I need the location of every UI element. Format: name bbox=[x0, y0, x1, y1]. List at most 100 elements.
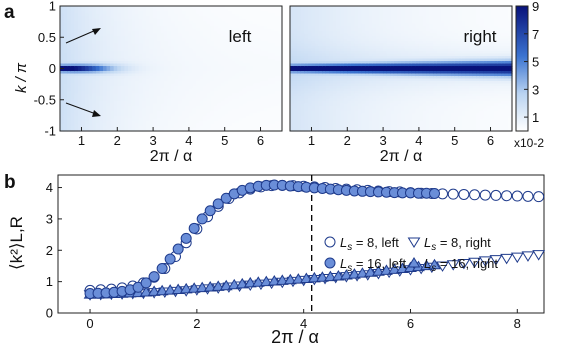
heatmap-cell bbox=[401, 101, 406, 105]
heatmap-cell bbox=[110, 21, 115, 25]
heatmap-cell bbox=[278, 28, 283, 32]
heatmap-cell bbox=[171, 101, 176, 105]
heatmap-cell bbox=[300, 121, 305, 125]
heatmap-cell bbox=[383, 23, 388, 27]
heatmap-cell bbox=[178, 98, 183, 102]
heatmap-cell bbox=[99, 13, 104, 17]
heatmap-cell bbox=[81, 46, 86, 50]
heatmap-cell bbox=[249, 71, 254, 75]
heatmap-cell bbox=[336, 103, 341, 107]
heatmap-cell bbox=[368, 31, 373, 35]
heatmap-cell bbox=[124, 121, 129, 125]
heatmap-cell bbox=[318, 48, 323, 52]
heatmap-cell bbox=[418, 46, 424, 50]
heatmap-cell bbox=[88, 81, 93, 85]
heatmap-cell bbox=[343, 63, 348, 67]
heatmap-cell bbox=[297, 51, 302, 55]
heatmap-cell bbox=[393, 83, 399, 87]
heatmap-cell bbox=[372, 93, 377, 97]
heatmap-cell bbox=[242, 106, 247, 110]
heatmap-cell bbox=[74, 106, 79, 110]
heatmap-cell bbox=[117, 83, 122, 87]
heatmap-cell bbox=[181, 48, 186, 52]
heatmap-cell bbox=[418, 23, 424, 27]
heatmap-cell bbox=[163, 38, 169, 42]
heatmap-cell bbox=[110, 31, 115, 35]
heatmap-cell bbox=[60, 41, 65, 45]
heatmap-cell bbox=[199, 123, 204, 127]
heatmap-cell bbox=[228, 51, 233, 55]
heatmap-cell bbox=[160, 18, 165, 22]
heatmap-cell bbox=[315, 16, 320, 20]
heatmap-cell bbox=[274, 116, 280, 120]
heatmap-cell bbox=[408, 76, 413, 80]
heatmap-cell bbox=[196, 121, 201, 125]
heatmap-cell bbox=[99, 116, 104, 120]
heatmap-cell bbox=[375, 101, 381, 105]
heatmap-cell bbox=[70, 41, 75, 45]
heatmap-cell bbox=[167, 63, 172, 67]
heatmap-cell bbox=[246, 8, 251, 12]
heatmap-cell bbox=[401, 76, 406, 80]
heatmap-cell bbox=[411, 76, 416, 80]
heatmap-cell bbox=[239, 61, 244, 65]
heatmap-cell bbox=[95, 63, 100, 67]
heatmap-cell bbox=[221, 71, 226, 75]
heatmap-cell bbox=[343, 126, 348, 130]
heatmap-cell bbox=[375, 31, 381, 35]
heatmap-cell bbox=[249, 21, 254, 25]
heatmap-cell bbox=[264, 36, 269, 40]
heatmap-cell bbox=[307, 96, 313, 100]
heatmap-cell bbox=[235, 73, 240, 77]
heatmap-cell bbox=[350, 26, 356, 30]
heatmap-cell bbox=[350, 123, 356, 127]
heatmap-cell bbox=[264, 33, 269, 37]
heatmap-cell bbox=[178, 33, 183, 37]
heatmap-cell bbox=[325, 81, 330, 85]
heatmap-cell bbox=[217, 16, 222, 20]
heatmap-cell bbox=[239, 31, 244, 35]
heatmap-cell bbox=[95, 91, 100, 95]
heatmap-cell bbox=[199, 46, 204, 50]
heatmap-cell bbox=[340, 61, 345, 65]
heatmap-cell bbox=[256, 66, 262, 70]
heatmap-cell bbox=[278, 123, 283, 127]
heatmap-cell bbox=[113, 81, 118, 85]
heatmap-cell bbox=[307, 103, 313, 107]
heatmap-cell bbox=[192, 11, 197, 15]
heatmap-cell bbox=[85, 41, 90, 45]
heatmap-cell bbox=[120, 126, 126, 130]
heatmap-cell bbox=[228, 23, 233, 27]
heatmap-cell bbox=[411, 43, 416, 47]
heatmap-cell bbox=[131, 116, 136, 120]
heatmap-cell bbox=[264, 108, 269, 112]
heatmap-cell bbox=[142, 126, 147, 130]
heatmap-cell bbox=[210, 103, 215, 107]
heatmap-cell bbox=[368, 38, 373, 42]
heatmap-cell bbox=[206, 33, 211, 37]
heatmap-cell bbox=[70, 118, 75, 122]
heatmap-cell bbox=[213, 53, 219, 57]
heatmap-cell bbox=[297, 18, 302, 22]
heatmap-cell bbox=[411, 93, 416, 97]
heatmap-cell bbox=[88, 51, 93, 55]
heatmap-cell bbox=[293, 48, 298, 52]
heatmap-cell bbox=[99, 83, 104, 87]
heatmap-cell bbox=[329, 56, 334, 60]
heatmap-cell bbox=[63, 6, 68, 10]
heatmap-cell bbox=[235, 46, 240, 50]
heatmap-cell bbox=[347, 41, 352, 45]
heatmap-cell bbox=[138, 31, 143, 35]
heatmap-cell bbox=[102, 26, 108, 30]
heatmap-cell bbox=[386, 41, 391, 45]
heatmap-cell bbox=[203, 108, 208, 112]
heatmap-cell bbox=[379, 121, 384, 125]
heatmap-cell bbox=[386, 56, 391, 60]
heatmap-cell bbox=[188, 66, 194, 70]
heatmap-cell bbox=[249, 46, 254, 50]
heatmap-cell bbox=[393, 86, 399, 90]
heatmap-cell bbox=[213, 96, 219, 100]
heatmap-cell bbox=[167, 38, 172, 42]
heatmap-cell bbox=[117, 58, 122, 62]
heatmap-cell bbox=[102, 121, 108, 125]
